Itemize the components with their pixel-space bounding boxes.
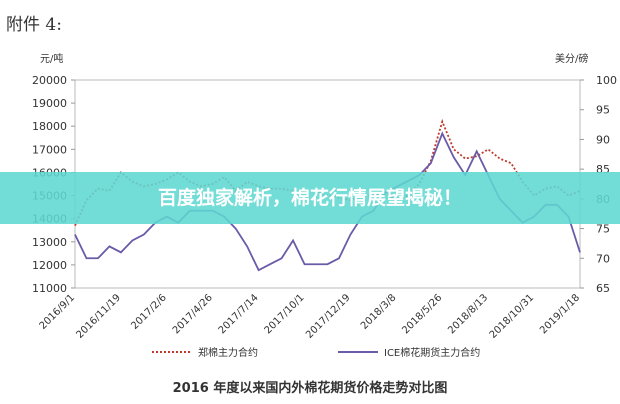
y-axis-label: 元/吨 (40, 52, 63, 65)
y-tick-label: 12000 (32, 259, 67, 272)
x-tick-label: 2017/4/26 (171, 292, 215, 336)
legend-label: ICE棉花期货主力合约 (384, 346, 480, 359)
x-tick-label: 2017/7/14 (217, 292, 261, 336)
y-tick-label: 17000 (32, 143, 67, 156)
x-tick-label: 2018/10/31 (488, 292, 537, 341)
y2-tick-label: 65 (596, 282, 610, 295)
y2-tick-label: 75 (596, 223, 610, 236)
chart-title: 2016 年度以来国内外棉花期货价格走势对比图 (173, 380, 448, 396)
x-tick-label: 2018/8/13 (446, 292, 490, 336)
y2-tick-label: 70 (596, 252, 610, 265)
y2-axis-label: 美分/磅 (555, 52, 588, 65)
y-tick-label: 13000 (32, 236, 67, 249)
header: 附件 4: (6, 15, 62, 35)
y2-tick-label: 90 (596, 133, 610, 146)
x-tick-label: 2017/2/6 (129, 292, 169, 332)
y-tick-label: 11000 (32, 282, 67, 295)
x-tick-label: 2017/12/19 (304, 292, 353, 341)
y-tick-label: 20000 (32, 74, 67, 87)
y2-tick-label: 100 (596, 74, 617, 87)
y-tick-label: 19000 (32, 97, 67, 110)
x-tick-label: 2016/9/1 (38, 292, 78, 332)
banner-bg (0, 172, 620, 224)
legend-label: 郑棉主力合约 (198, 346, 258, 359)
x-tick-label: 2016/11/19 (74, 292, 123, 341)
y-tick-label: 18000 (32, 120, 67, 133)
banner-text: 百度独家解析，棉花行情展望揭秘！ (158, 186, 462, 209)
y2-tick-label: 95 (596, 104, 610, 117)
x-tick-label: 2018/3/8 (359, 292, 399, 332)
x-tick-label: 2018/5/26 (400, 292, 444, 336)
x-tick-label: 2017/10/1 (263, 292, 307, 336)
x-tick-label: 2019/1/18 (538, 292, 582, 336)
